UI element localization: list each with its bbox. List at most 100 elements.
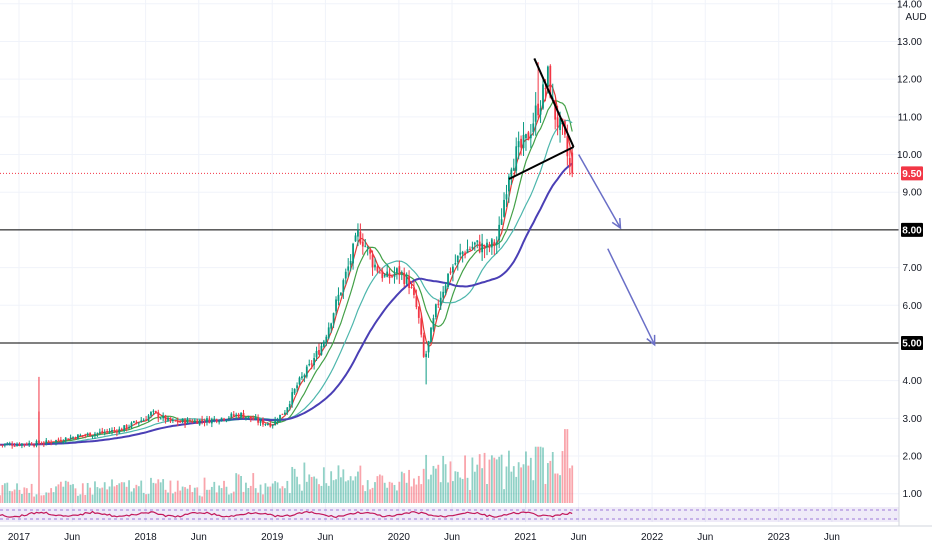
- candle-body: [556, 117, 559, 128]
- volume-bar: [529, 457, 532, 503]
- time-axis-tick: 2020: [388, 532, 411, 543]
- candle-body: [276, 420, 279, 422]
- price-axis-tick: 9.00: [903, 188, 923, 199]
- candle-body: [342, 280, 345, 293]
- candle-body: [101, 430, 104, 433]
- candle-body: [381, 270, 384, 279]
- candle-body: [3, 444, 6, 446]
- volume-bar: [427, 479, 430, 503]
- price-axis[interactable]: 1.00 2.00 3.00 4.00 5.00 6.00 7.00 8.00 9.00 10.0…: [897, 0, 923, 500]
- candle-body: [23, 443, 26, 445]
- candle-body: [320, 345, 323, 355]
- candle-body: [413, 287, 415, 295]
- volume-bar: [366, 480, 369, 503]
- candle-body: [498, 224, 501, 241]
- volume-bar: [505, 466, 508, 503]
- trend-drawings[interactable]: [508, 58, 656, 347]
- volume-bar: [320, 485, 323, 503]
- volume-bar: [62, 486, 65, 503]
- candle-body: [108, 431, 111, 433]
- volume-bar: [40, 495, 43, 503]
- volume-bar: [354, 476, 357, 503]
- volume-bar: [33, 496, 35, 503]
- volume-bar: [371, 487, 374, 503]
- candle-body: [298, 377, 301, 385]
- volume-bar: [208, 489, 211, 503]
- candle-body: [94, 433, 96, 436]
- volume-bar: [408, 469, 410, 503]
- candle-body: [269, 423, 272, 427]
- volume-bar: [488, 459, 491, 503]
- price-axis-tick: 1.00: [903, 489, 923, 500]
- candle-body: [354, 235, 357, 242]
- candle-body: [383, 274, 386, 277]
- volume-bar: [398, 481, 401, 503]
- candle-body: [335, 299, 337, 312]
- candle-body: [456, 255, 459, 263]
- price-axis-tick: 12.00: [897, 75, 922, 86]
- candle-body: [554, 99, 557, 120]
- time-axis[interactable]: 2017 Jun 2018 Jun 2019 Jun 2020 Jun 2021 Jun 2022 J…: [0, 525, 932, 543]
- volume-bar: [225, 486, 228, 503]
- candle-body: [493, 241, 496, 247]
- volume-bar: [361, 485, 364, 503]
- horizontal-levels: [0, 172, 899, 344]
- volume-bar: [403, 473, 406, 503]
- candle-body: [237, 414, 240, 418]
- volume-bar: [551, 452, 554, 503]
- candle-body: [283, 412, 286, 415]
- volume-bar: [288, 493, 291, 503]
- volume-bar: [301, 490, 303, 503]
- candle-body: [476, 240, 479, 243]
- volume-bar: [281, 486, 284, 503]
- volume-bar: [135, 484, 138, 503]
- candle-body: [55, 440, 57, 443]
- volume-bar: [456, 471, 459, 503]
- candle-body: [206, 418, 208, 423]
- candle-body: [388, 273, 391, 279]
- candle-body: [318, 350, 320, 355]
- volume-bar: [18, 489, 21, 503]
- candle-body: [481, 243, 484, 253]
- candle-body: [405, 274, 408, 284]
- volume-bar: [498, 456, 501, 503]
- volume-bar: [45, 492, 48, 503]
- candle-body: [30, 443, 33, 446]
- volume-bar: [310, 476, 313, 503]
- volume-bar: [169, 480, 172, 503]
- volume-bar: [481, 468, 484, 503]
- volume-bar: [493, 457, 496, 503]
- candle-body: [118, 428, 121, 434]
- volume-bar: [422, 468, 425, 503]
- volume-bar: [252, 473, 255, 503]
- volume-bar: [13, 489, 16, 503]
- candle-body: [179, 421, 182, 423]
- candle-body: [150, 412, 152, 416]
- candle-body: [430, 327, 432, 343]
- candle-body: [120, 428, 123, 431]
- candle-body: [245, 417, 247, 419]
- volume-bar: [227, 494, 230, 503]
- volume-bar: [410, 486, 413, 503]
- candle-body: [347, 266, 350, 271]
- candle-body: [483, 245, 486, 249]
- candle-body: [152, 410, 155, 412]
- candle-body: [339, 292, 342, 295]
- candle-body: [568, 157, 571, 167]
- candle-body: [254, 417, 257, 420]
- volume-bar: [230, 493, 233, 503]
- volume-bar: [215, 492, 218, 503]
- volume-bar: [495, 459, 498, 503]
- volume-bar: [432, 465, 435, 503]
- candle-body: [142, 419, 145, 422]
- volume-bar: [181, 486, 184, 503]
- volume-bar: [298, 484, 301, 503]
- volume-bar: [544, 483, 547, 503]
- volume-bar: [55, 486, 57, 503]
- volume-bar: [235, 473, 238, 503]
- volume-bar: [483, 452, 486, 503]
- level-badge: [901, 335, 923, 350]
- candle-body: [81, 435, 84, 437]
- candle-body: [305, 366, 308, 377]
